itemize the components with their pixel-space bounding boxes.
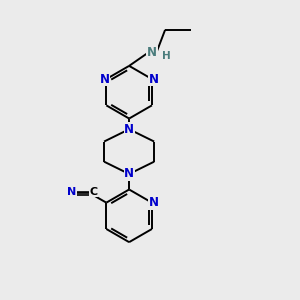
Text: N: N (100, 73, 110, 85)
Text: N: N (124, 123, 134, 136)
Text: C: C (89, 187, 98, 197)
Text: N: N (124, 167, 134, 181)
Text: N: N (148, 73, 158, 85)
Text: H: H (162, 51, 171, 61)
Text: N: N (148, 196, 158, 209)
Text: N: N (147, 46, 157, 59)
Text: N: N (67, 187, 76, 197)
